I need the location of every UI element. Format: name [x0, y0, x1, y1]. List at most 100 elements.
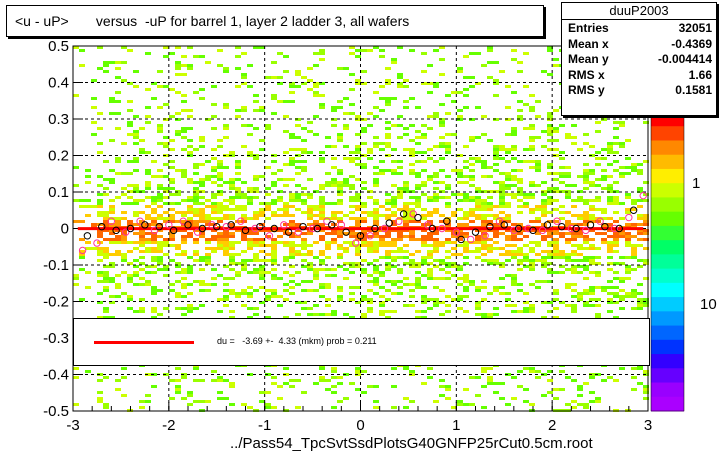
- heat-cell: [73, 184, 79, 187]
- heat-cell: [625, 211, 631, 214]
- heat-cell: [469, 85, 475, 88]
- heat-cell: [631, 169, 637, 172]
- heat-cell: [505, 148, 511, 151]
- heat-cell: [349, 232, 355, 235]
- heat-cell: [211, 217, 217, 220]
- heat-cell: [421, 238, 427, 241]
- heat-cell: [253, 211, 259, 214]
- heat-cell: [475, 214, 481, 217]
- heat-cell: [553, 127, 559, 130]
- heat-cell: [139, 400, 145, 403]
- profile-point-pink: [567, 224, 576, 233]
- heat-cell: [553, 253, 559, 256]
- heat-cell: [331, 370, 337, 373]
- heat-cell: [241, 304, 247, 307]
- heat-cell: [379, 310, 385, 313]
- heat-cell: [169, 238, 175, 241]
- heat-cell: [307, 244, 313, 247]
- heat-cell: [373, 277, 379, 280]
- heat-cell: [427, 127, 433, 130]
- heat-cell: [367, 289, 373, 292]
- heat-cell: [439, 379, 445, 382]
- heat-cell: [229, 316, 235, 319]
- heat-cell: [127, 121, 133, 124]
- heat-cell: [505, 187, 511, 190]
- heat-cell: [217, 205, 223, 208]
- heat-cell: [505, 259, 511, 262]
- heat-cell: [139, 229, 145, 232]
- title-box: <u - uP> versus -uP for barrel 1, layer …: [6, 5, 544, 37]
- heat-cell: [103, 307, 109, 310]
- heat-cell: [613, 277, 619, 280]
- heat-cell: [241, 109, 247, 112]
- heat-cell: [493, 229, 499, 232]
- heat-cell: [283, 55, 289, 58]
- heat-cell: [397, 136, 403, 139]
- heat-cell: [571, 136, 577, 139]
- heat-cell: [415, 250, 421, 253]
- heat-cell: [613, 181, 619, 184]
- heat-cell: [637, 205, 643, 208]
- heat-cell: [193, 193, 199, 196]
- heat-cell: [229, 262, 235, 265]
- heat-cell: [499, 181, 505, 184]
- heat-cell: [283, 271, 289, 274]
- profile-point-pink: [495, 217, 504, 225]
- heat-cell: [409, 172, 415, 175]
- heat-cell: [415, 271, 421, 274]
- heat-cell: [115, 223, 121, 226]
- heat-cell: [175, 46, 181, 49]
- heat-cell: [295, 184, 301, 187]
- heat-cell: [451, 274, 457, 277]
- heat-cell: [139, 307, 145, 310]
- heat-cell: [229, 199, 235, 202]
- heat-cell: [487, 229, 493, 232]
- heat-cell: [151, 307, 157, 310]
- heat-cell: [421, 214, 427, 217]
- profile-point-pink: [510, 226, 518, 235]
- heat-cell: [181, 127, 187, 130]
- profile-point-black: [601, 222, 609, 231]
- heat-cell: [217, 241, 223, 244]
- heat-cell: [583, 181, 589, 184]
- heat-cell: [571, 304, 577, 307]
- palette-band: [651, 168, 684, 184]
- heat-cell: [145, 115, 151, 118]
- heat-cell: [313, 313, 319, 316]
- heat-cell: [229, 178, 235, 181]
- stats-row: RMS x 1.66: [562, 67, 716, 83]
- heat-cell: [331, 157, 337, 160]
- stats-value: -0.004414: [657, 52, 712, 66]
- heat-cell: [607, 244, 613, 247]
- heat-cell: [259, 46, 265, 49]
- heat-cell: [421, 160, 427, 163]
- heat-cell: [619, 295, 625, 298]
- heat-cell: [139, 298, 145, 301]
- heat-cell: [265, 124, 271, 127]
- heat-cell: [583, 406, 589, 409]
- heat-cell: [175, 367, 181, 370]
- heat-cell: [637, 244, 643, 247]
- heat-cell: [175, 73, 181, 76]
- heat-cell: [547, 229, 553, 232]
- heat-cell: [439, 157, 445, 160]
- heat-cell: [73, 367, 79, 370]
- heat-cell: [367, 247, 373, 250]
- heat-cell: [325, 184, 331, 187]
- heat-cell: [643, 232, 649, 235]
- heat-cell: [481, 241, 487, 244]
- heat-cell: [511, 376, 517, 379]
- axes: -3 -2 -1 0 1 2 3-0.5-0.4-0.3-0.2-0.100.10.20.3…: [43, 38, 652, 434]
- heat-cell: [637, 229, 643, 232]
- heat-cell: [631, 292, 637, 295]
- heat-cell: [541, 202, 547, 205]
- heat-cell: [79, 64, 85, 67]
- heat-cell: [511, 133, 517, 136]
- heat-cell: [445, 187, 451, 190]
- heat-cell: [463, 262, 469, 265]
- heat-cell: [301, 253, 307, 256]
- heat-cell: [529, 160, 535, 163]
- heat-cell: [529, 241, 535, 244]
- heat-cell: [331, 241, 337, 244]
- heat-cell: [433, 145, 439, 148]
